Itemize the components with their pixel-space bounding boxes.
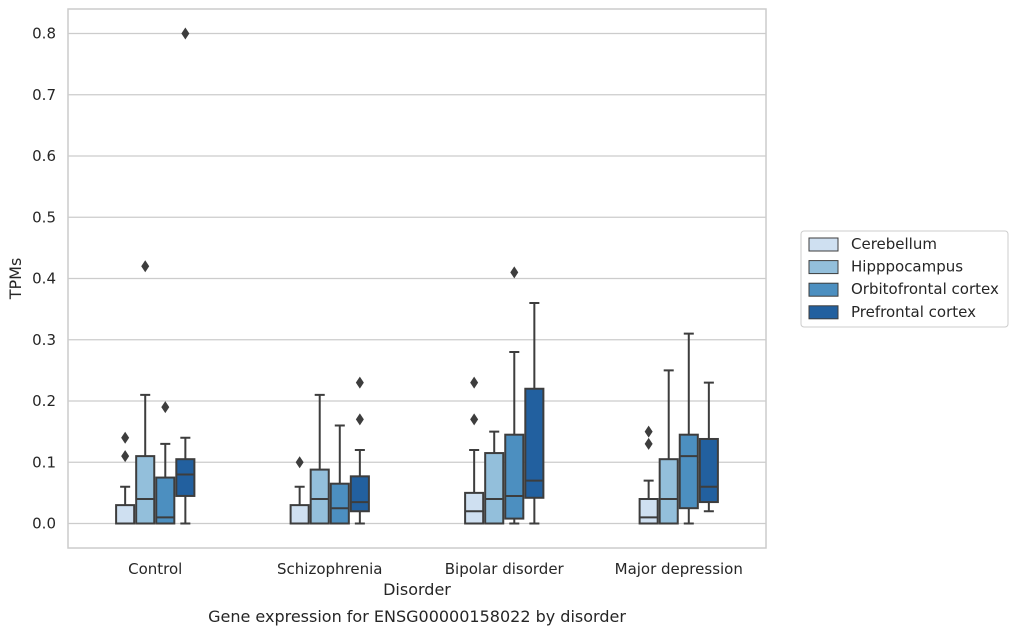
x-tick-label: Schizophrenia — [277, 560, 382, 578]
legend-swatch — [808, 305, 839, 320]
box — [115, 431, 136, 525]
legend-label: Cerebellum — [851, 235, 937, 253]
box-body — [658, 458, 679, 525]
y-tick-label: 0.0 — [32, 515, 56, 533]
legend-label: Orbitofrontal cortex — [851, 280, 999, 298]
y-tick-label: 0.1 — [32, 453, 56, 471]
grid-lines — [68, 32, 766, 525]
box — [464, 376, 485, 525]
outlier-point — [141, 260, 150, 273]
box-body — [329, 482, 350, 525]
y-tick-label: 0.7 — [32, 86, 56, 104]
box-body — [309, 468, 330, 525]
box-body — [115, 504, 136, 525]
legend-item: Cerebellum — [808, 235, 937, 253]
box-body — [524, 387, 545, 499]
box-body — [175, 458, 196, 497]
box-body — [289, 504, 310, 525]
y-axis-label: TPMs — [6, 258, 25, 301]
y-tick-label: 0.4 — [32, 270, 56, 288]
box-body — [464, 491, 485, 525]
outlier-point — [470, 413, 479, 426]
legend-swatch — [808, 282, 839, 297]
box — [658, 369, 679, 525]
box — [175, 27, 196, 525]
plot-frame — [67, 8, 767, 549]
box-body — [504, 433, 525, 520]
outlier-point — [644, 425, 653, 438]
box — [309, 393, 330, 525]
legend-swatch — [808, 260, 839, 275]
chart-caption: Gene expression for ENSG00000158022 by d… — [208, 607, 626, 626]
outlier-point — [161, 401, 170, 414]
y-tick-label: 0.2 — [32, 392, 56, 410]
box — [329, 424, 350, 525]
box — [484, 430, 505, 525]
legend: Cerebellum Hipppocampus Orbitofrontal cort… — [800, 230, 1009, 328]
x-tick-label: Control — [128, 560, 182, 578]
y-axis-ticks: 0.0 0.1 0.2 0.3 0.4 0.5 0.6 0.7 0.8 — [32, 25, 56, 533]
box — [504, 266, 525, 525]
y-tick-label: 0.8 — [32, 25, 56, 43]
box — [135, 260, 156, 525]
box — [289, 456, 310, 525]
outlier-point — [644, 437, 653, 450]
box-body — [155, 476, 176, 525]
outlier-point — [121, 450, 130, 463]
box — [524, 302, 545, 525]
box-plot-series — [115, 27, 719, 525]
outlier-point — [295, 456, 304, 469]
legend-item: Prefrontal cortex — [808, 303, 976, 321]
outlier-point — [121, 431, 130, 444]
legend-item: Hipppocampus — [808, 258, 963, 276]
y-tick-label: 0.5 — [32, 208, 56, 226]
y-tick-label: 0.3 — [32, 331, 56, 349]
box-body — [135, 455, 156, 525]
box-body — [698, 437, 719, 504]
box — [155, 401, 176, 525]
legend-label: Hipppocampus — [851, 258, 963, 276]
x-tick-label: Bipolar disorder — [445, 560, 565, 578]
series-prefrontal-cortex — [175, 27, 719, 525]
legend-swatch — [808, 237, 839, 252]
outlier-point — [181, 27, 190, 40]
box — [349, 376, 370, 525]
legend-frame — [800, 230, 1009, 328]
box-body — [638, 498, 659, 525]
outlier-point — [470, 376, 479, 389]
box-body — [349, 475, 370, 513]
legend-label: Prefrontal cortex — [851, 303, 976, 321]
outlier-point — [355, 413, 364, 426]
x-axis-ticks: Control Schizophrenia Bipolar disorder Majo… — [128, 560, 743, 578]
box — [678, 332, 699, 525]
series-cerebellum — [115, 376, 659, 525]
y-tick-label: 0.6 — [32, 147, 56, 165]
box-body — [678, 433, 699, 510]
legend-item: Orbitofrontal cortex — [808, 280, 999, 298]
series-hipppocampus — [135, 260, 679, 525]
legend-items: Cerebellum Hipppocampus Orbitofrontal cort… — [808, 235, 999, 321]
series-orbitofrontal-cortex — [155, 266, 699, 525]
box — [698, 381, 719, 513]
box-body — [484, 452, 505, 525]
box — [638, 425, 659, 525]
x-tick-label: Major depression — [615, 560, 743, 578]
x-axis-label: Disorder — [383, 580, 451, 599]
outlier-point — [355, 376, 364, 389]
outlier-point — [510, 266, 519, 279]
